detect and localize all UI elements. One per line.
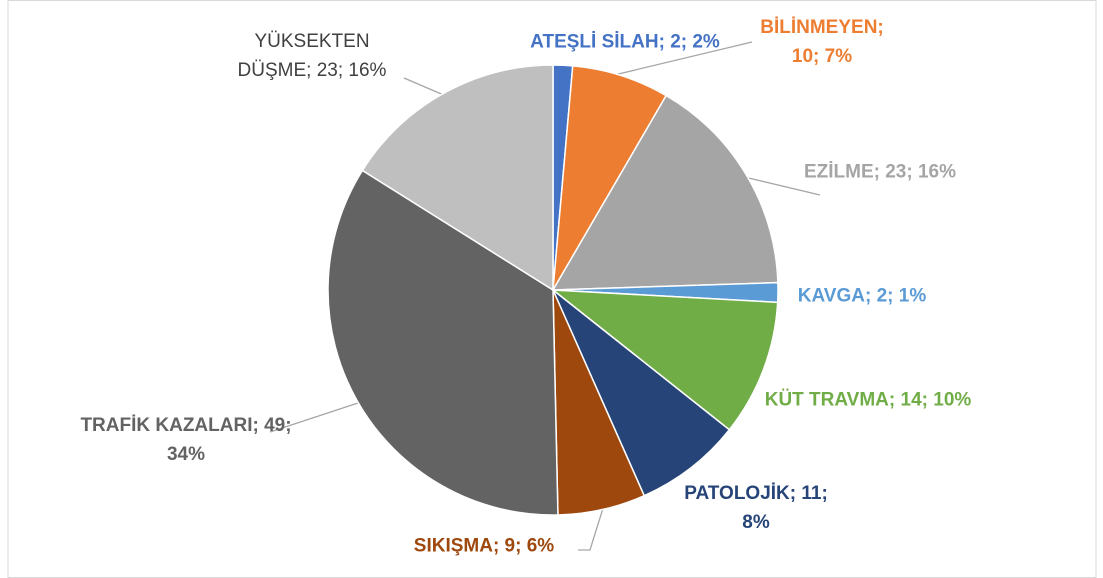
data-label: KÜT TRAVMA; 14; 10% [764,389,972,411]
data-label: KAVGA; 2; 1% [797,285,927,307]
leader-line [578,504,605,551]
pie-slice [550,289,779,431]
leader-line [609,41,753,77]
leader-line [739,175,821,196]
data-label: PATOLOJİK; 11; 8% [684,483,828,533]
pie-slice [361,64,554,292]
pie-slice [552,289,731,497]
leader-line [403,77,447,97]
data-label: TRAFİK KAZALARI; 49; 34% [80,415,292,465]
data-label: BİLİNMEYEN; 10; 7% [760,17,884,67]
leader-lines [269,41,821,551]
leader-line [269,402,359,433]
pie-slice [327,169,559,516]
pie-slice [551,94,779,291]
data-label: YÜKSEKTEN DÜŞME; 23; 16% [237,31,387,81]
data-label: SIKIŞMA; 9; 6% [413,535,555,557]
data-label: ATEŞLİ SİLAH; 2; 2% [530,31,720,53]
data-label: EZİLME; 23; 16% [803,161,957,183]
